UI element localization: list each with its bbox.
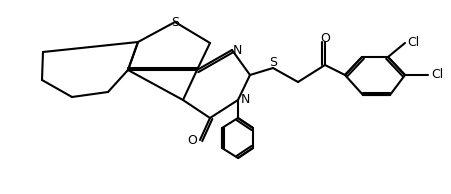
Text: S: S: [268, 56, 276, 69]
Text: N: N: [240, 94, 249, 107]
Text: Cl: Cl: [430, 68, 442, 81]
Text: N: N: [232, 43, 241, 56]
Text: S: S: [170, 16, 179, 29]
Text: O: O: [187, 133, 197, 146]
Text: Cl: Cl: [406, 36, 418, 49]
Text: O: O: [319, 31, 329, 44]
